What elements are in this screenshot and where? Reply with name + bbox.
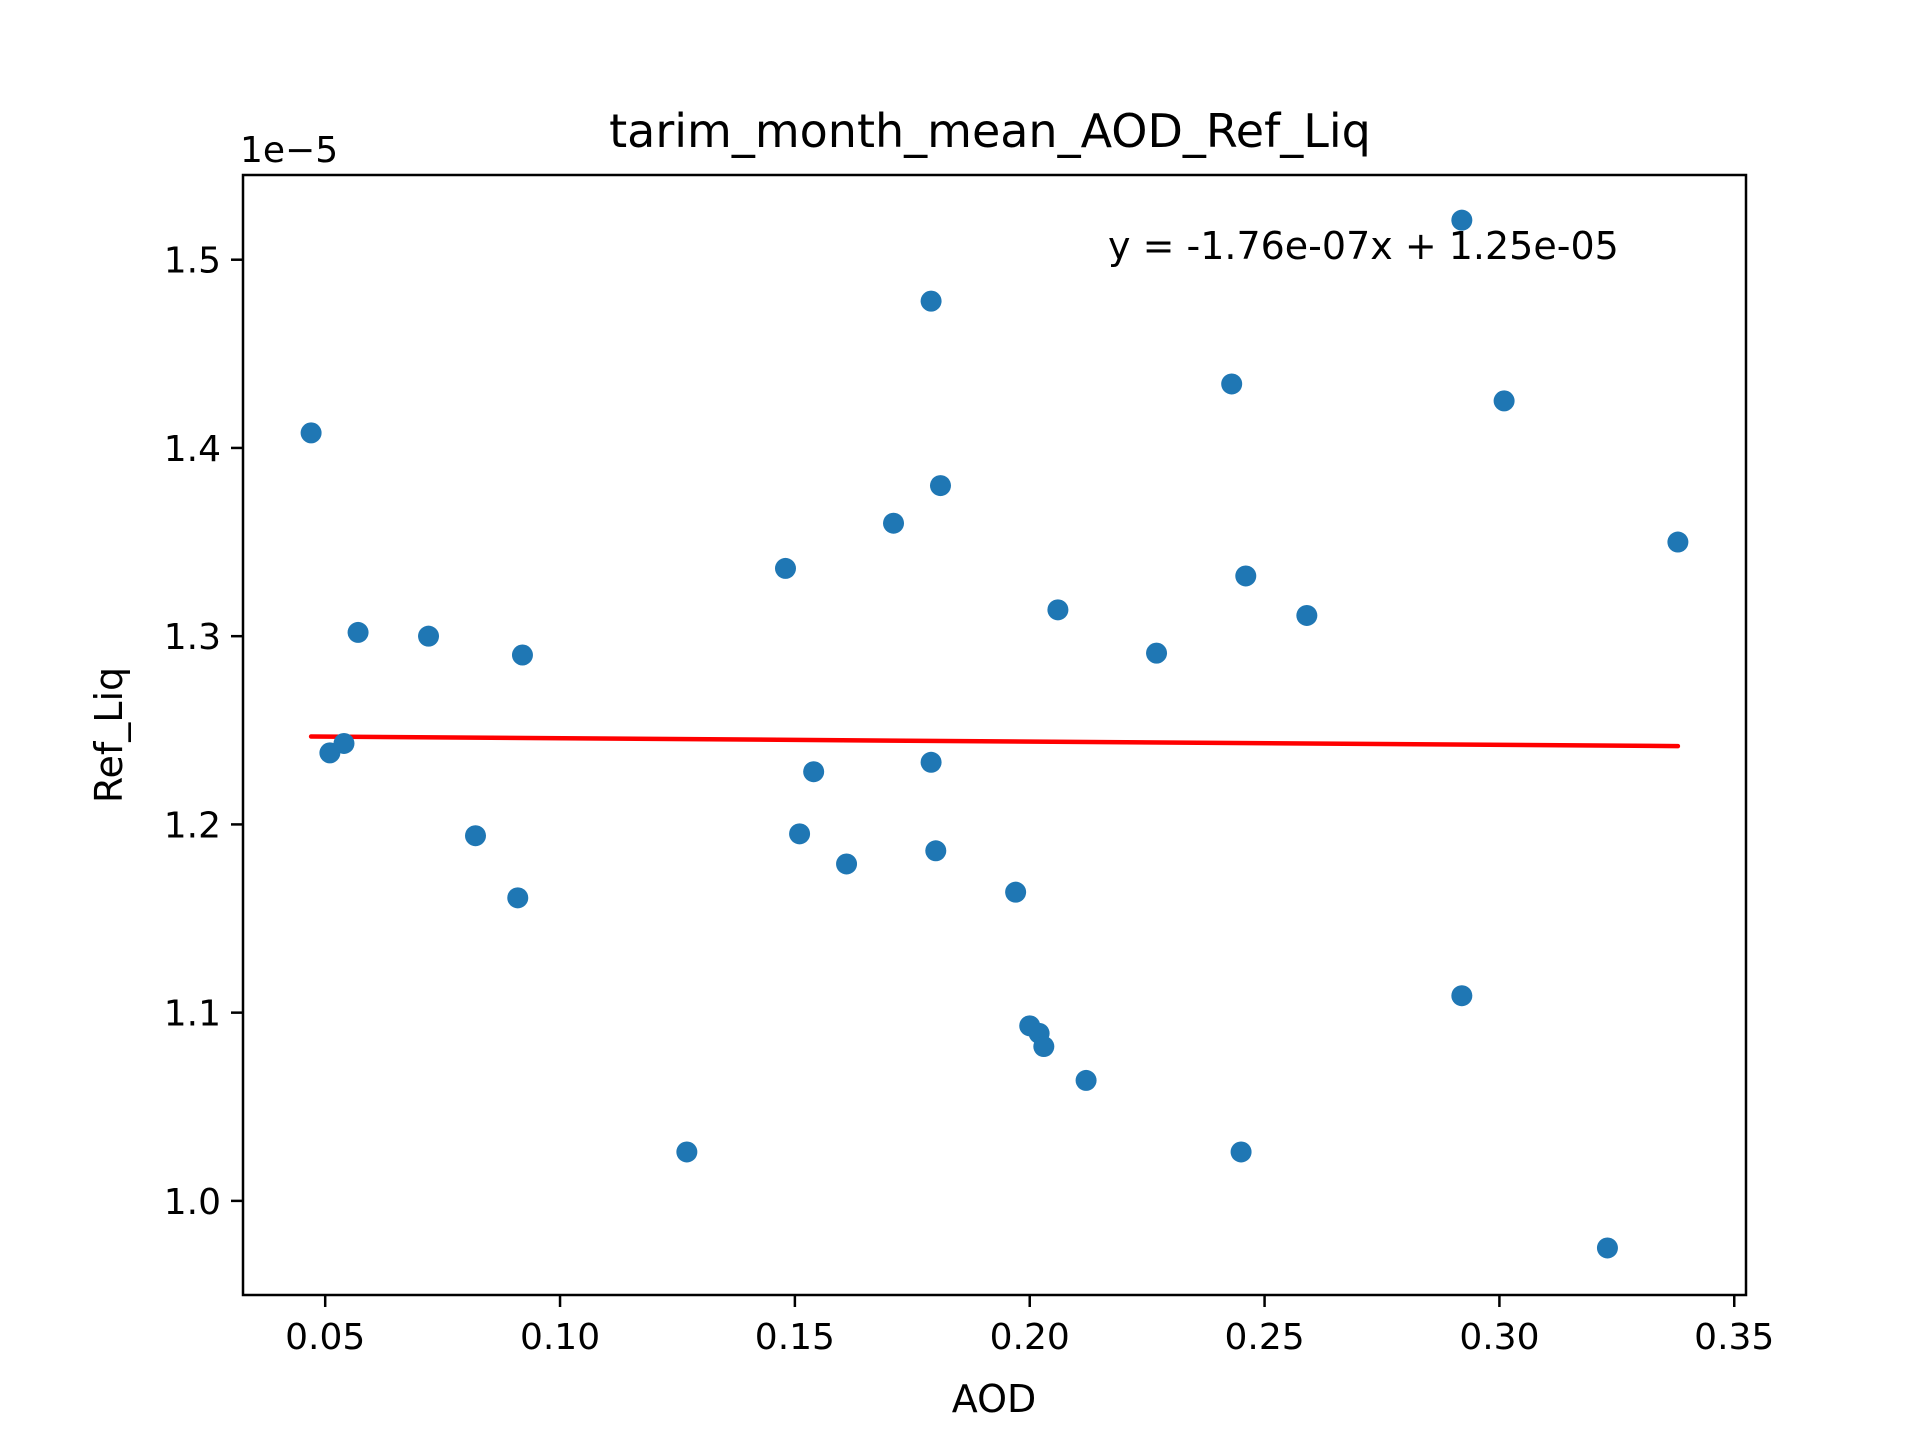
x-tick-label: 0.10 xyxy=(520,1317,600,1358)
x-tick-label: 0.25 xyxy=(1224,1317,1304,1358)
data-point xyxy=(836,853,858,875)
data-point xyxy=(333,732,355,754)
y-tick-label: 1.2 xyxy=(164,805,221,846)
y-tick-label: 1.5 xyxy=(164,241,221,282)
x-axis-ticks: 0.05 0.10 0.15 0.20 0.25 0.30 0.35 xyxy=(285,1295,1774,1358)
data-point xyxy=(1296,604,1318,626)
x-axis-label: AOD xyxy=(952,1377,1037,1421)
x-tick-label: 0.20 xyxy=(990,1317,1070,1358)
data-point xyxy=(883,512,905,534)
data-point xyxy=(925,840,947,862)
x-tick-label: 0.35 xyxy=(1694,1317,1774,1358)
y-tick-label: 1.3 xyxy=(164,617,221,658)
data-point xyxy=(347,621,369,643)
data-point xyxy=(1033,1036,1055,1058)
data-point xyxy=(1230,1141,1252,1163)
y-axis-offset-label: 1e−5 xyxy=(240,130,338,171)
x-tick-label: 0.30 xyxy=(1459,1317,1539,1358)
y-tick-label: 1.4 xyxy=(164,429,221,470)
data-point xyxy=(507,887,529,909)
x-tick-label: 0.15 xyxy=(755,1317,835,1358)
plot-frame xyxy=(241,173,1748,1297)
data-point xyxy=(1075,1069,1097,1091)
plot-area xyxy=(300,209,1689,1259)
data-point xyxy=(1221,373,1243,395)
data-point xyxy=(1146,642,1168,664)
y-tick-label: 1.1 xyxy=(164,994,221,1035)
data-point xyxy=(803,761,825,783)
chart-title: tarim_month_mean_AOD_Ref_Liq xyxy=(609,104,1371,158)
data-point xyxy=(1451,985,1473,1007)
data-point xyxy=(1005,881,1027,903)
regression-equation: y = -1.76e-07x + 1.25e-05 xyxy=(1108,224,1619,268)
data-point xyxy=(1596,1237,1618,1259)
x-tick-label: 0.05 xyxy=(285,1317,365,1358)
y-axis-label: Ref_Liq xyxy=(87,667,131,803)
data-point xyxy=(1667,531,1689,553)
y-tick-label: 1.0 xyxy=(164,1182,221,1223)
data-point xyxy=(1047,599,1069,621)
data-point xyxy=(789,823,811,845)
data-point xyxy=(464,825,486,847)
data-point xyxy=(300,422,322,444)
data-point xyxy=(1451,209,1473,231)
data-point xyxy=(418,625,440,647)
y-axis-ticks: 1.0 1.1 1.2 1.3 1.4 1.5 xyxy=(164,241,243,1223)
regression-line xyxy=(308,734,1681,749)
data-point xyxy=(1235,565,1257,587)
data-point xyxy=(676,1141,698,1163)
data-point xyxy=(920,290,942,312)
data-point xyxy=(1493,390,1515,412)
data-point xyxy=(774,557,796,579)
data-point xyxy=(511,644,533,666)
data-point xyxy=(929,475,951,497)
data-point xyxy=(920,751,942,773)
